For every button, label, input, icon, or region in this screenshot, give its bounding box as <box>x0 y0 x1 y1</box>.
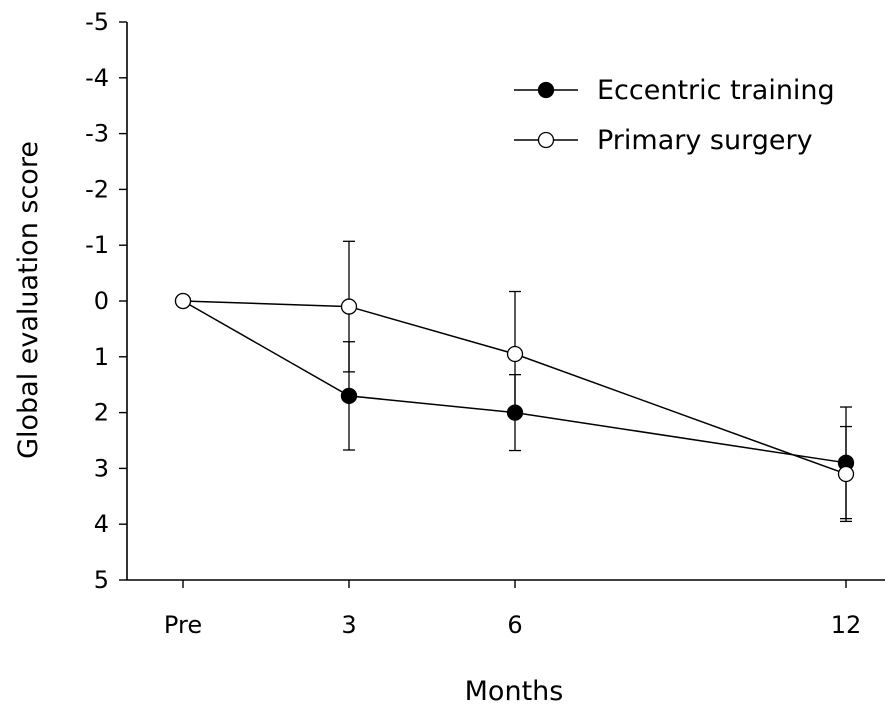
y-tick-label: -1 <box>85 231 109 259</box>
series-layer <box>174 240 855 523</box>
x-tick-label: 3 <box>341 611 356 639</box>
y-tick-label: -4 <box>85 64 109 92</box>
y-tick-label: 3 <box>94 454 109 482</box>
y-axis-title: Global evaluation score <box>13 141 44 459</box>
y-axis-ticks: -5 -4 -3 -2 -1 0 1 2 3 4 5 <box>85 8 127 594</box>
series-line-1 <box>182 300 847 475</box>
data-point-0 <box>340 387 358 405</box>
data-point-0 <box>506 404 524 421</box>
series-line-0 <box>182 300 847 464</box>
y-tick-label: 2 <box>94 399 109 427</box>
data-point-1 <box>506 345 524 363</box>
legend-label-eccentric: Eccentric training <box>597 75 835 106</box>
x-tick-label: Pre <box>164 611 202 639</box>
y-tick-label: -2 <box>85 175 109 203</box>
y-tick-label: -5 <box>85 8 109 36</box>
y-tick-label: 5 <box>94 566 109 594</box>
data-point-1 <box>340 298 358 315</box>
x-axis-title: Months <box>465 676 564 705</box>
x-axis-ticks: Pre 3 6 12 <box>164 580 861 639</box>
y-tick-label: 0 <box>94 287 109 315</box>
data-point-1 <box>837 465 855 483</box>
y-tick-label: -3 <box>85 120 109 148</box>
legend: Eccentric training Primary surgery <box>514 75 835 156</box>
x-tick-label: 12 <box>831 611 862 639</box>
x-tick-label: 6 <box>507 611 522 639</box>
legend-label-surgery: Primary surgery <box>597 125 813 156</box>
y-tick-label: 4 <box>94 510 109 538</box>
legend-marker-eccentric <box>537 81 555 99</box>
y-tick-label: 1 <box>94 343 109 371</box>
legend-marker-surgery <box>537 131 555 149</box>
data-point-1 <box>174 292 192 310</box>
